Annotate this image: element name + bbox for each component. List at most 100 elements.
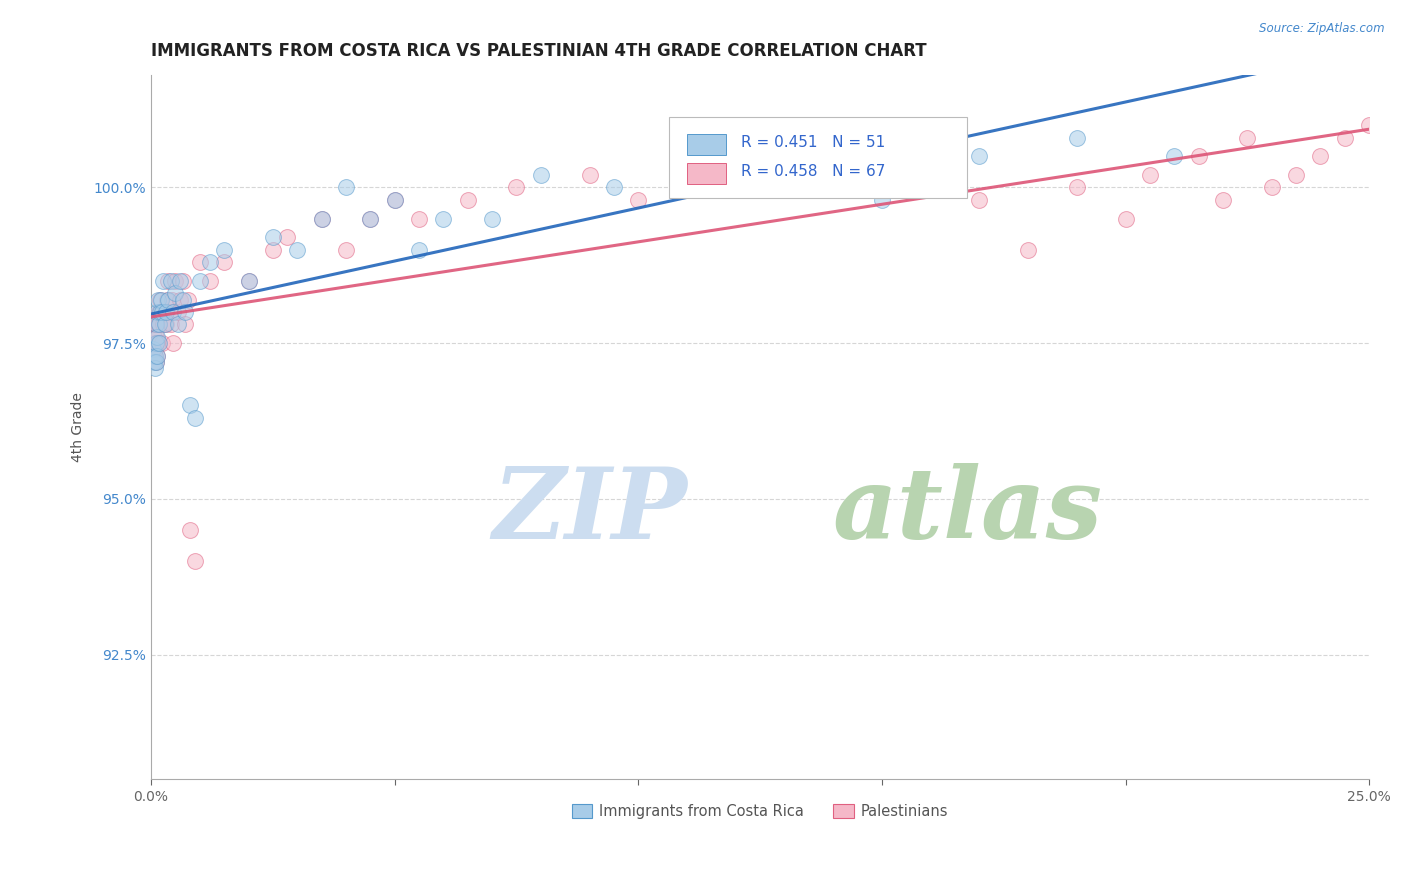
Point — [149, 293, 172, 307]
Point — [335, 180, 357, 194]
FancyBboxPatch shape — [688, 163, 725, 185]
Point — [145, 343, 167, 357]
Point — [149, 305, 172, 319]
Point — [408, 211, 430, 226]
Point — [141, 318, 163, 332]
Point — [285, 243, 308, 257]
Point — [145, 361, 167, 376]
Point — [1260, 180, 1282, 194]
Point — [162, 336, 184, 351]
Point — [156, 293, 179, 307]
Point — [724, 149, 747, 163]
FancyBboxPatch shape — [688, 134, 725, 155]
Point — [157, 293, 180, 307]
Text: Source: ZipAtlas.com: Source: ZipAtlas.com — [1260, 22, 1385, 36]
Point — [311, 211, 333, 226]
Point — [165, 274, 187, 288]
Point — [212, 243, 235, 257]
Point — [627, 193, 650, 207]
Point — [335, 243, 357, 257]
Point — [578, 168, 600, 182]
Point — [700, 149, 723, 163]
Point — [172, 274, 194, 288]
Point — [176, 293, 198, 307]
Point — [603, 180, 626, 194]
Y-axis label: 4th Grade: 4th Grade — [72, 392, 86, 462]
Point — [143, 330, 166, 344]
Point — [142, 343, 165, 357]
Point — [145, 318, 167, 332]
Point — [238, 274, 260, 288]
Point — [262, 243, 284, 257]
Point — [1139, 168, 1161, 182]
Point — [896, 149, 918, 163]
Point — [159, 274, 181, 288]
Point — [198, 274, 221, 288]
Point — [1236, 130, 1258, 145]
Point — [432, 211, 454, 226]
Point — [311, 211, 333, 226]
Point — [262, 230, 284, 244]
Point — [152, 274, 174, 288]
Point — [148, 336, 170, 351]
Point — [1163, 149, 1185, 163]
Point — [1358, 118, 1381, 132]
Point — [1212, 193, 1234, 207]
Text: IMMIGRANTS FROM COSTA RICA VS PALESTINIAN 4TH GRADE CORRELATION CHART: IMMIGRANTS FROM COSTA RICA VS PALESTINIA… — [150, 42, 927, 60]
Point — [157, 274, 180, 288]
FancyBboxPatch shape — [669, 118, 967, 198]
Point — [146, 349, 169, 363]
Point — [1066, 130, 1088, 145]
Point — [152, 318, 174, 332]
Point — [153, 305, 176, 319]
Point — [359, 211, 381, 226]
Point — [1187, 149, 1209, 163]
Point — [172, 293, 194, 307]
Point — [188, 274, 211, 288]
Text: ZIP: ZIP — [492, 464, 688, 560]
Point — [174, 318, 197, 332]
Point — [1017, 243, 1039, 257]
Point — [238, 274, 260, 288]
Point — [169, 274, 191, 288]
Point — [148, 293, 170, 307]
Point — [198, 255, 221, 269]
Point — [505, 180, 527, 194]
Point — [212, 255, 235, 269]
Point — [143, 355, 166, 369]
Point — [773, 180, 796, 194]
Point — [408, 243, 430, 257]
Point — [148, 336, 170, 351]
Point — [184, 554, 207, 568]
Point — [1115, 211, 1137, 226]
Point — [1066, 180, 1088, 194]
Point — [384, 193, 406, 207]
Point — [145, 336, 167, 351]
Point — [145, 355, 167, 369]
Point — [155, 318, 177, 332]
Point — [153, 318, 176, 332]
Point — [870, 193, 893, 207]
Point — [143, 349, 166, 363]
Point — [1309, 149, 1331, 163]
Point — [159, 305, 181, 319]
Point — [148, 318, 170, 332]
Point — [188, 255, 211, 269]
Text: atlas: atlas — [834, 464, 1104, 560]
Point — [969, 149, 991, 163]
Point — [150, 305, 173, 319]
Point — [143, 349, 166, 363]
Point — [823, 168, 845, 182]
Point — [146, 336, 169, 351]
Point — [160, 293, 183, 307]
Point — [146, 330, 169, 344]
Point — [276, 230, 298, 244]
Point — [148, 318, 170, 332]
Point — [530, 168, 553, 182]
Point — [797, 168, 820, 182]
Point — [155, 305, 177, 319]
Point — [166, 305, 188, 319]
Text: R = 0.458   N = 67: R = 0.458 N = 67 — [741, 164, 884, 179]
Point — [384, 193, 406, 207]
Point — [142, 336, 165, 351]
